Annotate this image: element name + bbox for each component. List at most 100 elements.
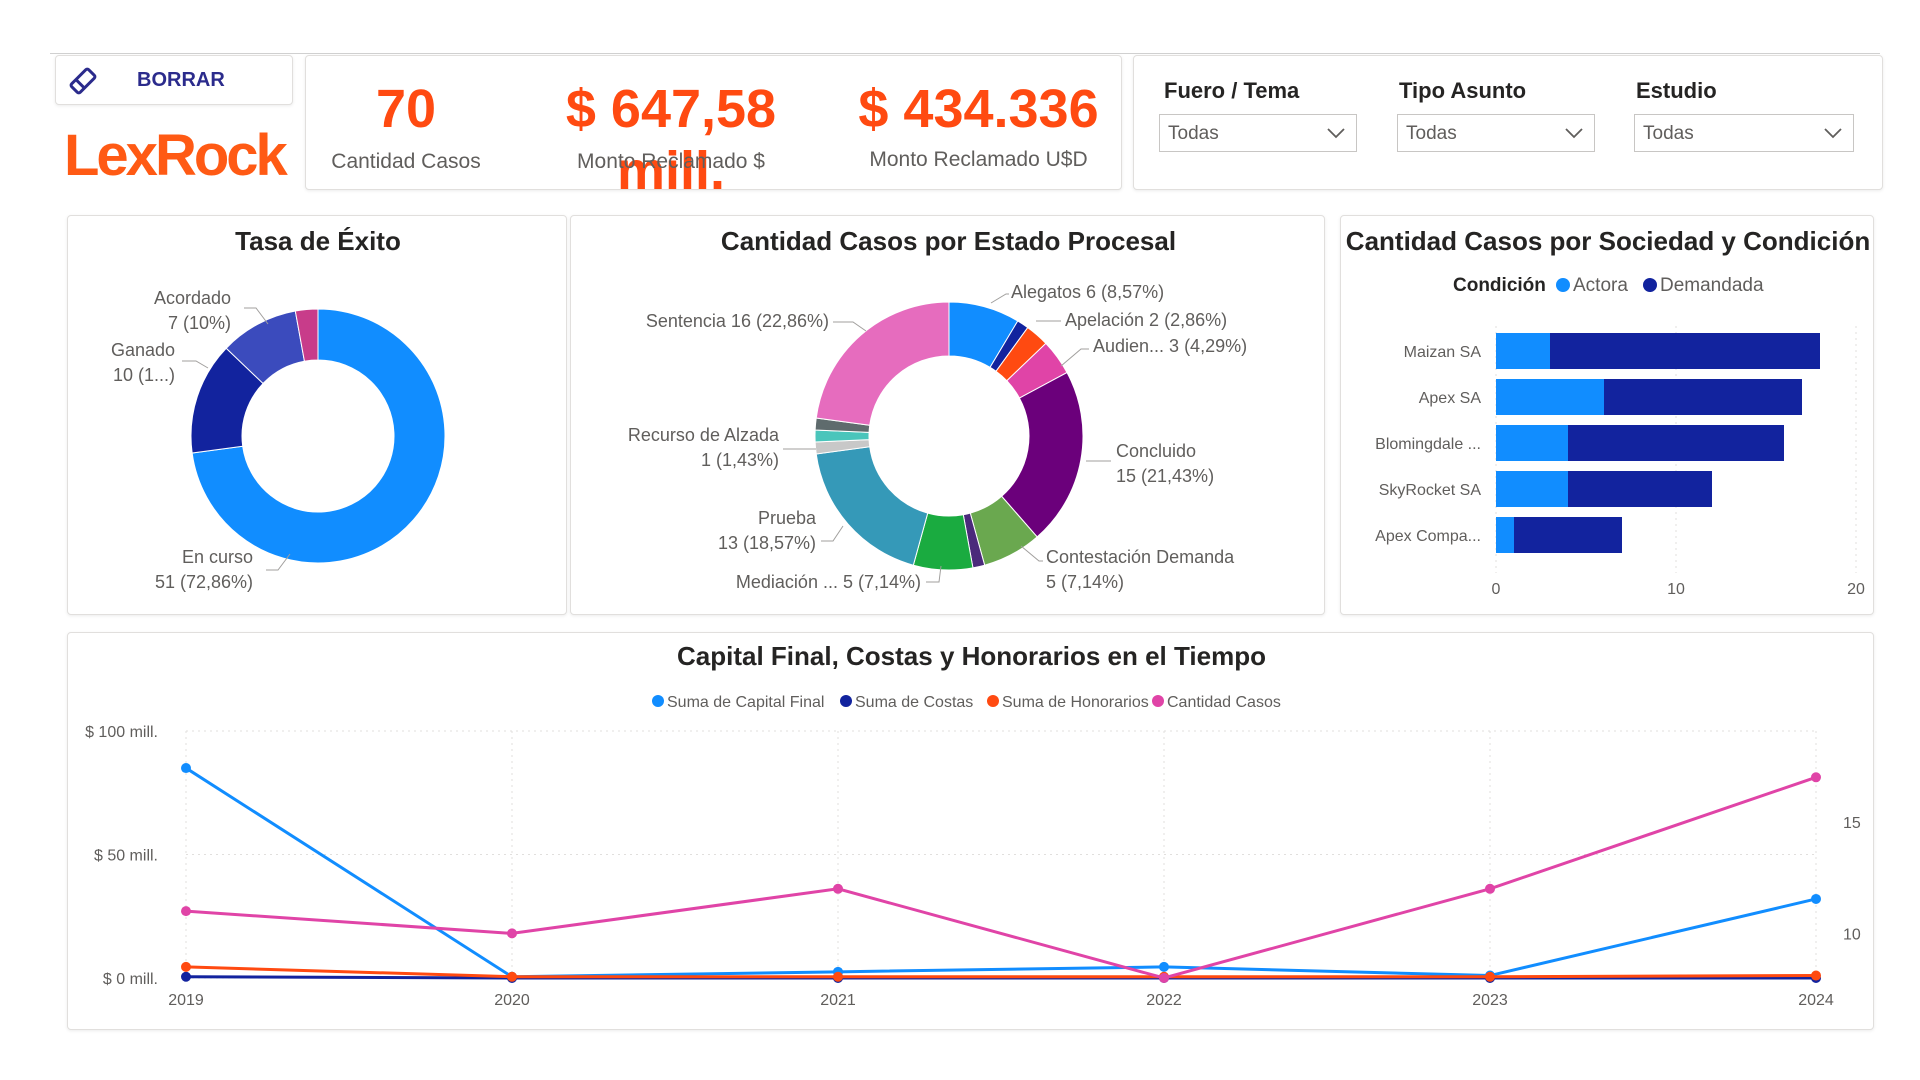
slice-label: 13 (18,57%) — [718, 533, 816, 553]
data-point — [507, 928, 517, 939]
bar — [1496, 333, 1550, 369]
leader-line — [182, 360, 209, 369]
data-point — [1159, 973, 1169, 983]
slicers-card: Fuero / Tema Todas Tipo Asunto Todas Est… — [1133, 55, 1883, 190]
donut-slice — [294, 308, 319, 362]
slicer-fuero-title: Fuero / Tema — [1164, 78, 1300, 103]
data-point — [833, 883, 843, 894]
sociedad-title: Cantidad Casos por Sociedad y Condición — [1345, 226, 1871, 256]
kpi-cantidad-casos-value: 70 — [375, 79, 437, 139]
data-point — [1485, 883, 1495, 894]
estado-procesal-card: Cantidad Casos por Estado Procesal Alega… — [570, 215, 1325, 615]
x-tick-label: 2020 — [494, 992, 530, 1009]
slicer-tipo-value: Todas — [1406, 123, 1457, 144]
slice-label: 1 (1,43%) — [701, 450, 779, 470]
clear-filters-button[interactable]: BORRAR — [55, 55, 293, 105]
slice-label: Prueba — [758, 508, 817, 528]
bar — [1568, 425, 1784, 461]
estado-procesal-title: Cantidad Casos por Estado Procesal — [720, 226, 1177, 256]
kpi-card: 70 Cantidad Casos $ 647,58 mill. Monto R… — [305, 55, 1122, 201]
bar — [1568, 471, 1712, 507]
clear-filters-label: BORRAR — [137, 68, 225, 91]
slice-label: 7 (10%) — [168, 313, 231, 333]
x-tick-label: 20 — [1847, 581, 1865, 598]
kpi-monto-pesos-label: Monto Reclamado $ — [577, 150, 765, 173]
leader-line — [990, 293, 1009, 304]
data-point — [1485, 971, 1495, 982]
sociedad-card: Cantidad Casos por Sociedad y Condición … — [1340, 215, 1874, 615]
slicer-tipo-dropdown[interactable]: Todas — [1397, 114, 1595, 152]
data-point — [1811, 772, 1821, 783]
slice-label: Recurso de Alzada — [628, 425, 780, 445]
slice-label: Apelación 2 (2,86%) — [1065, 310, 1227, 330]
tiempo-card: Capital Final, Costas y Honorarios en el… — [67, 632, 1874, 1030]
kpi-cantidad-casos-label: Cantidad Casos — [331, 150, 481, 173]
slice-label: Audien... 3 (4,29%) — [1093, 336, 1247, 356]
legend-label: Cantidad Casos — [1167, 694, 1281, 711]
kpi-monto-pesos-value: $ 647,58 mill. — [565, 79, 777, 201]
slicer-estudio-dropdown[interactable]: Todas — [1634, 114, 1854, 152]
sociedad-bar-chart: Condición Actora Demandada 0 10 20 Maizan SA Ap… — [1375, 275, 1865, 598]
slicer-estudio-value: Todas — [1643, 123, 1694, 144]
slice-label: Acordado — [154, 288, 231, 308]
tiempo-title: Capital Final, Costas y Honorarios en el… — [677, 641, 1266, 671]
estado-procesal-donut: Alegatos 6 (8,57%) Apelación 2 (2,86%) Aud… — [628, 282, 1247, 592]
legend-label: Suma de Capital Final — [667, 694, 824, 711]
leader-line — [833, 321, 867, 332]
lexrock-logo: LexRock — [64, 123, 288, 188]
eraser-icon — [69, 67, 97, 95]
slice-label: 5 (7,14%) — [1046, 572, 1124, 592]
category-label: Maizan SA — [1404, 344, 1482, 361]
bar — [1514, 517, 1622, 553]
data-point — [1811, 893, 1821, 904]
x-tick-label: 2023 — [1472, 992, 1508, 1009]
leader-line — [821, 525, 844, 542]
data-point — [181, 961, 191, 972]
donut-slice — [815, 301, 950, 426]
bar — [1604, 379, 1802, 415]
y2-tick-label: 10 — [1843, 926, 1861, 943]
slice-label: Concluido — [1116, 441, 1196, 461]
y-tick-label: $ 0 mill. — [103, 971, 158, 988]
bar — [1496, 379, 1604, 415]
series-line — [185, 965, 1817, 979]
tiempo-line-chart: Suma de Capital Final Suma de Costas Suma … — [85, 694, 1861, 1009]
tasa-exito-donut: Acordado 7 (10%) Ganado 10 (1...) En curso 51… — [111, 288, 446, 592]
x-tick-label: 0 — [1492, 581, 1501, 598]
slice-label: Alegatos 6 (8,57%) — [1011, 282, 1164, 302]
data-point — [181, 971, 191, 982]
series-line — [185, 766, 1817, 979]
category-label: SkyRocket SA — [1379, 482, 1482, 499]
data-point — [1159, 961, 1169, 972]
slicer-fuero-dropdown[interactable]: Todas — [1159, 114, 1357, 152]
y-tick-label: $ 50 mill. — [94, 848, 158, 865]
data-point — [1811, 970, 1821, 981]
slice-label: 10 (1...) — [113, 365, 175, 385]
leader-line — [1060, 348, 1089, 367]
legend-label: Demandada — [1660, 275, 1764, 296]
data-point — [507, 971, 517, 982]
data-point — [181, 763, 191, 774]
bar — [1496, 471, 1568, 507]
series-line — [185, 775, 1817, 980]
category-label: Apex Compa... — [1375, 528, 1481, 545]
kpi-monto-usd-value: $ 434.336 — [858, 79, 1099, 139]
leader-line — [926, 565, 942, 583]
legend-label: Actora — [1573, 275, 1628, 296]
donut-slice — [815, 446, 929, 566]
slicer-estudio-title: Estudio — [1636, 78, 1717, 103]
legend-marker — [987, 695, 999, 707]
bar — [1496, 425, 1568, 461]
legend-marker — [1556, 278, 1570, 292]
chevron-down-icon — [1824, 128, 1842, 139]
slice-label: Mediación ... 5 (7,14%) — [736, 572, 921, 592]
data-point — [181, 906, 191, 917]
legend-label: Suma de Honorarios — [1002, 694, 1149, 711]
leader-line — [1020, 545, 1043, 562]
donut-slice — [191, 308, 446, 564]
legend-title: Condición — [1453, 275, 1546, 296]
x-tick-label: 2021 — [820, 992, 856, 1009]
legend-marker — [1643, 278, 1657, 292]
legend-marker — [840, 695, 852, 707]
chevron-down-icon — [1565, 128, 1583, 139]
